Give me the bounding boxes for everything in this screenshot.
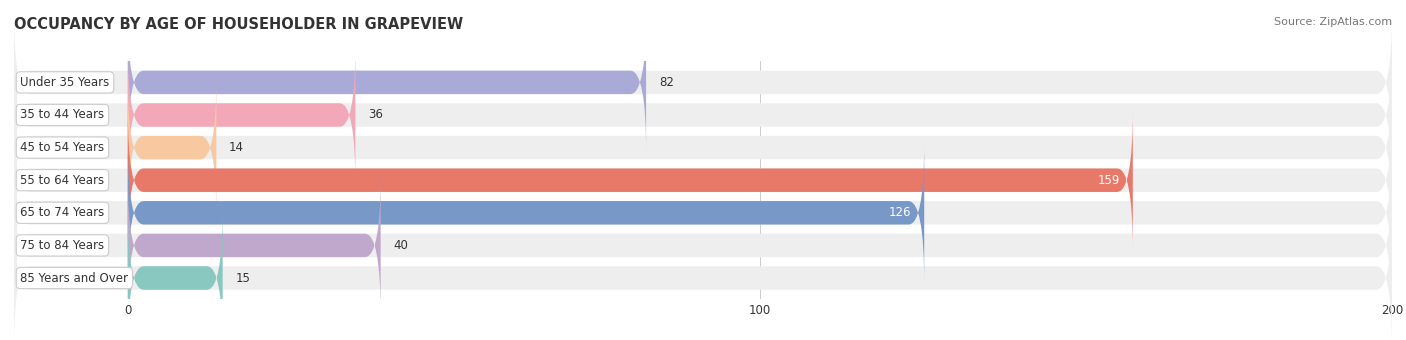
FancyBboxPatch shape: [14, 176, 1392, 315]
FancyBboxPatch shape: [128, 143, 924, 283]
Text: 14: 14: [229, 141, 245, 154]
FancyBboxPatch shape: [14, 13, 1392, 152]
Text: 82: 82: [659, 76, 673, 89]
FancyBboxPatch shape: [14, 208, 1392, 340]
Text: 15: 15: [235, 272, 250, 285]
FancyBboxPatch shape: [128, 176, 381, 315]
FancyBboxPatch shape: [128, 110, 1133, 250]
FancyBboxPatch shape: [14, 143, 1392, 283]
Text: OCCUPANCY BY AGE OF HOUSEHOLDER IN GRAPEVIEW: OCCUPANCY BY AGE OF HOUSEHOLDER IN GRAPE…: [14, 17, 463, 32]
Text: 40: 40: [394, 239, 408, 252]
Text: 75 to 84 Years: 75 to 84 Years: [20, 239, 104, 252]
Text: 65 to 74 Years: 65 to 74 Years: [20, 206, 104, 219]
FancyBboxPatch shape: [14, 45, 1392, 185]
Text: 55 to 64 Years: 55 to 64 Years: [20, 174, 104, 187]
FancyBboxPatch shape: [128, 45, 356, 185]
Text: 159: 159: [1098, 174, 1121, 187]
FancyBboxPatch shape: [14, 78, 1392, 217]
FancyBboxPatch shape: [128, 208, 222, 340]
Text: 45 to 54 Years: 45 to 54 Years: [20, 141, 104, 154]
FancyBboxPatch shape: [128, 13, 647, 152]
Text: Under 35 Years: Under 35 Years: [20, 76, 110, 89]
Text: 36: 36: [368, 108, 382, 121]
Text: 126: 126: [889, 206, 911, 219]
FancyBboxPatch shape: [14, 110, 1392, 250]
Text: 35 to 44 Years: 35 to 44 Years: [20, 108, 104, 121]
Text: Source: ZipAtlas.com: Source: ZipAtlas.com: [1274, 17, 1392, 27]
Text: 85 Years and Over: 85 Years and Over: [20, 272, 128, 285]
FancyBboxPatch shape: [128, 78, 217, 217]
